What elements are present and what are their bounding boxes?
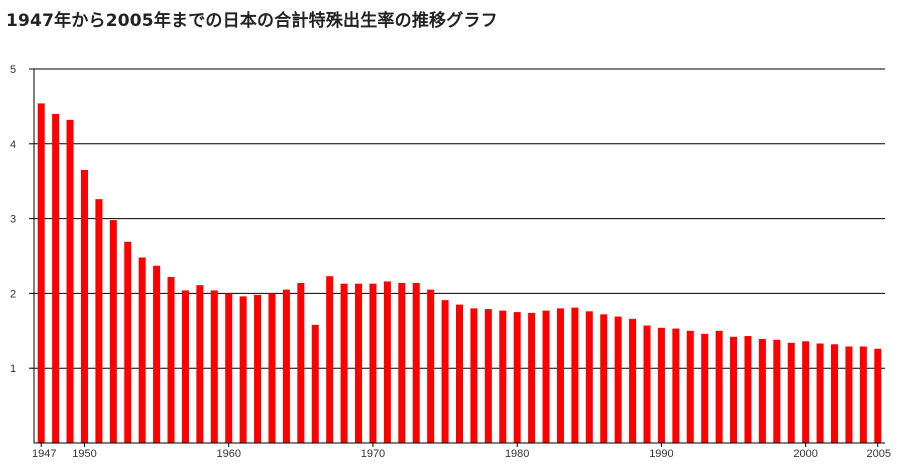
bar-1955: [153, 265, 161, 443]
bar-1964: [282, 289, 290, 443]
bar-1973: [412, 282, 420, 443]
bar-1986: [600, 314, 608, 443]
bar-1992: [686, 330, 694, 443]
bar-1969: [355, 283, 363, 443]
bar-1978: [484, 309, 492, 443]
bar-2000: [802, 341, 810, 443]
bar-1970: [369, 283, 377, 443]
bar-1949: [66, 119, 74, 443]
bar-1975: [441, 300, 449, 443]
bar-1991: [672, 328, 680, 443]
bar-1967: [326, 276, 334, 443]
bar-1990: [657, 327, 665, 443]
bars: [37, 103, 882, 444]
bar-1968: [340, 283, 348, 443]
bar-1979: [499, 310, 507, 443]
bar-2004: [859, 346, 867, 443]
bar-1959: [210, 290, 218, 443]
bar-1952: [109, 220, 117, 443]
bar-1993: [701, 333, 709, 443]
bar-2003: [845, 346, 853, 443]
bar-1974: [427, 289, 435, 443]
bar-1985: [585, 311, 593, 443]
y-tick-labels: 1 2 3 4 5: [10, 64, 16, 375]
bar-1956: [167, 276, 175, 443]
bar-1951: [95, 199, 103, 443]
x-tick-labels: 1947 1950 1960 1970 1980 1990 2000 2005: [32, 448, 891, 460]
chart-title: 1947年から2005年までの日本の合計特殊出生率の推移グラフ: [6, 11, 498, 31]
bar-1950: [80, 169, 88, 444]
bar-1947: [37, 103, 45, 444]
bar-1998: [773, 339, 781, 443]
bar-1971: [383, 281, 391, 443]
bar-1983: [556, 308, 564, 443]
bar-1982: [542, 310, 550, 443]
y-tick-label-3: 3: [10, 214, 16, 226]
bar-1960: [225, 293, 233, 443]
y-tick-label-2: 2: [10, 288, 16, 300]
bar-1953: [124, 241, 132, 443]
bar-1981: [528, 312, 536, 443]
bar-1988: [629, 318, 637, 443]
bar-1965: [297, 282, 305, 443]
bar-1957: [181, 290, 189, 443]
x-tick-label-1947: 1947: [32, 448, 56, 460]
bar-1994: [715, 330, 723, 443]
x-tick-label-1960: 1960: [216, 448, 240, 460]
axes: [29, 68, 885, 447]
x-tick-label-1950: 1950: [72, 448, 96, 460]
bar-1989: [643, 325, 651, 443]
y-tick-label-5: 5: [10, 64, 16, 76]
bar-2002: [831, 344, 839, 443]
bar-1995: [730, 336, 738, 443]
bar-1948: [52, 113, 60, 443]
bar-1961: [239, 296, 247, 443]
bar-2005: [874, 348, 882, 443]
bar-1958: [196, 285, 204, 443]
bar-1984: [571, 307, 579, 443]
bar-1966: [311, 324, 319, 443]
bar-1977: [470, 308, 478, 443]
bar-1962: [254, 294, 262, 443]
bar-1972: [398, 282, 406, 443]
bar-1987: [614, 316, 622, 443]
bar-1954: [138, 257, 146, 443]
bar-2001: [816, 343, 824, 443]
x-tick-label-2000: 2000: [793, 448, 817, 460]
x-tick-label-1980: 1980: [505, 448, 529, 460]
y-tick-label-1: 1: [10, 363, 16, 375]
bar-1997: [758, 339, 766, 443]
bar-1963: [268, 293, 276, 443]
x-tick-label-2005: 2005: [867, 448, 891, 460]
bar-1999: [787, 342, 795, 443]
x-tick-label-1970: 1970: [361, 448, 385, 460]
bar-1976: [456, 304, 463, 443]
y-tick-label-4: 4: [10, 139, 16, 151]
x-tick-label-1990: 1990: [649, 448, 673, 460]
bar-1996: [744, 336, 752, 443]
bar-1980: [513, 312, 521, 443]
